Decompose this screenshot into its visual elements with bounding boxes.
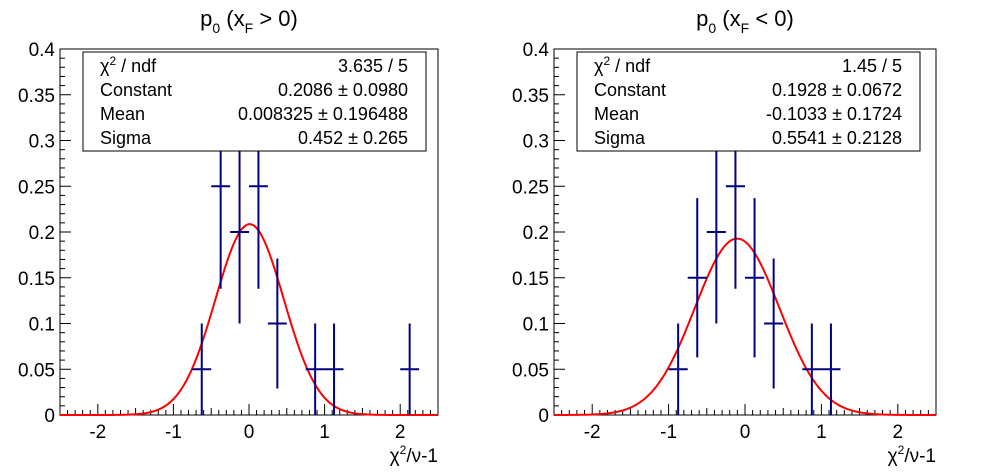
gaussian-fit-curve [554,237,936,416]
stat-value: 3.635 / 5 [338,56,408,76]
y-tick-label: 0.05 [512,360,549,381]
y-tick-label: 0.2 [523,223,549,244]
x-tick-label: -1 [165,422,182,443]
y-tick-label: 0.35 [18,86,55,107]
y-tick-label: 0 [44,406,55,427]
y-tick-label: 0.15 [18,269,55,290]
y-tick-label: 0.4 [29,40,56,61]
data-point [324,323,344,415]
data-point [764,258,784,389]
x-tick-label: -2 [89,422,106,443]
y-tick-label: 0 [538,406,549,427]
chart-panel-1: p0 (xF > 0)00.050.10.150.20.250.30.350.4… [18,6,439,467]
y-tick-label: 0.3 [523,132,549,153]
y-tick-label: 0.05 [18,360,55,381]
stat-label: Constant [594,80,666,100]
chart-panel-2: p0 (xF < 0)00.050.10.150.20.250.30.350.4… [512,6,937,467]
data-point [400,323,420,415]
x-tick-label: 1 [319,422,330,443]
fit-stats-frame [576,51,921,152]
chart-title: p0 (xF < 0) [696,6,794,36]
y-tick-label: 0.25 [512,177,549,198]
y-tick-label: 0.1 [523,315,549,336]
stat-label: Constant [100,80,172,100]
title-part: > 0) [253,6,298,31]
stat-value: -0.1033 ± 0.1724 [766,104,902,124]
stat-value: 0.5541 ± 0.2128 [772,128,902,148]
data-point [802,323,822,415]
stat-value: 0.008325 ± 0.196488 [238,104,408,124]
data-point [745,198,765,358]
stat-label-part: 2 [603,54,610,68]
stat-value: 0.452 ± 0.265 [298,128,408,148]
y-tick-label: 0.35 [512,86,549,107]
stat-label-part: χ [594,56,604,76]
title-part: 0 [212,20,220,36]
y-tick-label: 0.15 [512,269,549,290]
y-tick-label: 0.1 [29,315,55,336]
stat-label: χ2 / ndf [100,54,157,76]
x-axis-label-part: χ [888,446,898,467]
x-axis-label: χ2/ν-1 [390,443,438,467]
title-part: F [245,20,254,36]
x-tick-label: 0 [244,422,255,443]
stat-label-part: χ [100,56,110,76]
data-point [230,140,249,324]
y-tick-label: 0.3 [29,132,55,153]
title-part: (x [220,6,244,31]
data-point [706,140,726,324]
title-part: p [200,6,212,31]
x-axis-label-part: 2 [400,443,407,457]
title-part: 0 [708,20,716,36]
y-tick-label: 0.2 [29,223,55,244]
x-tick-label: -2 [584,422,601,443]
fit-stats-box: χ2 / ndf 3.635 / 5 Constant 0.2086 ± 0.0980… [82,51,427,152]
title-part: F [741,20,750,36]
x-tick-label: 2 [893,422,904,443]
stat-label-part: 2 [109,54,116,68]
data-point [192,323,212,415]
x-tick-label: -1 [660,422,677,443]
x-tick-label: 2 [395,422,406,443]
x-axis-label-part: /ν-1 [406,446,438,467]
stat-value: 0.2086 ± 0.0980 [278,80,408,100]
stat-label-part: / ndf [116,56,157,76]
stat-label: Sigma [100,128,152,148]
y-tick-label: 0.4 [523,40,550,61]
stat-label-part: / ndf [610,56,651,76]
x-axis-label-part: χ [390,446,400,467]
x-axis-label: χ2/ν-1 [888,443,936,467]
stat-value: 0.1928 ± 0.0672 [772,80,902,100]
stat-label: χ2 / ndf [594,54,651,76]
data-point [821,323,841,415]
x-tick-label: 0 [740,422,751,443]
stat-value: 1.45 / 5 [842,56,902,76]
fit-stats-box: χ2 / ndf 1.45 / 5 Constant 0.1928 ± 0.0672 M… [576,51,921,152]
title-part: (x [716,6,740,31]
title-part: < 0) [749,6,794,31]
chart-title: p0 (xF > 0) [200,6,298,36]
title-part: p [696,6,708,31]
fit-stats-frame [82,51,427,152]
gaussian-fit-curve [60,223,438,416]
data-point [267,258,287,389]
stat-label: Mean [594,104,639,124]
data-point [687,198,707,358]
data-point [668,323,688,415]
y-tick-label: 0.25 [18,177,55,198]
stat-label: Mean [100,104,145,124]
x-axis-label-part: 2 [898,443,905,457]
data-point [305,323,325,415]
x-axis-label-part: /ν-1 [904,446,936,467]
stat-label: Sigma [594,128,646,148]
x-tick-label: 1 [816,422,827,443]
